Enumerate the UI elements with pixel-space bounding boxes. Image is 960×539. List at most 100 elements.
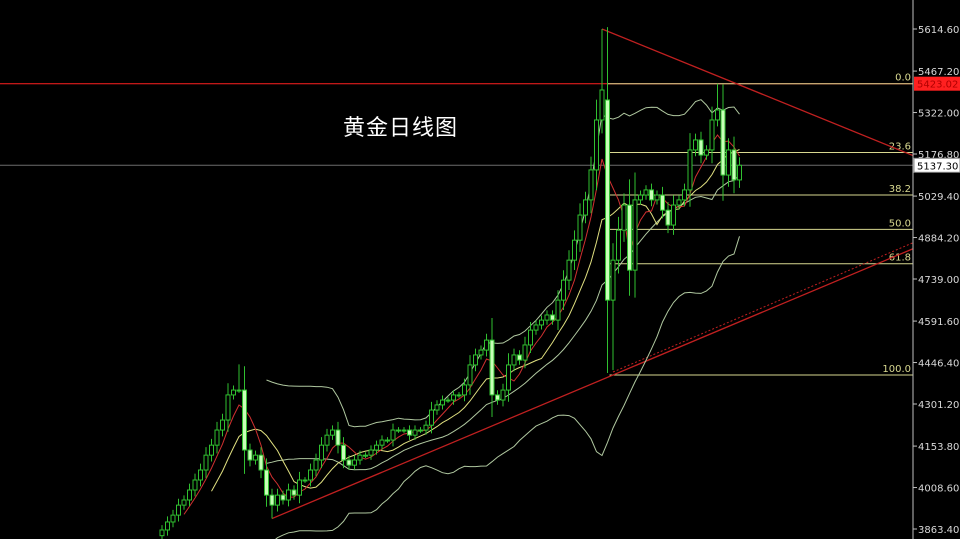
candle	[286, 483, 291, 507]
candle-body	[500, 389, 506, 401]
candle	[467, 355, 473, 395]
candle-body	[407, 429, 412, 436]
candle-body	[616, 229, 621, 261]
candle-body	[434, 404, 440, 411]
candle-body	[275, 494, 280, 506]
candle	[319, 437, 324, 469]
candle	[726, 138, 731, 187]
candle	[511, 348, 517, 372]
candle	[500, 383, 506, 407]
candle-body	[264, 469, 269, 496]
candle	[423, 420, 429, 435]
candle	[187, 483, 192, 507]
candle-body	[539, 319, 544, 326]
candle	[577, 203, 583, 252]
candle-body	[555, 299, 561, 321]
candle	[280, 490, 286, 505]
candle	[308, 463, 313, 487]
candle-body	[632, 199, 638, 271]
candle-body	[506, 364, 511, 391]
fib-level-label: 50.0	[889, 218, 911, 229]
candle	[687, 133, 693, 207]
candle	[418, 427, 423, 433]
candle-body	[335, 429, 341, 446]
candle-body	[698, 139, 704, 156]
candle	[665, 202, 671, 234]
candle-body	[621, 204, 627, 231]
candle-body	[467, 364, 473, 386]
fib-level-label: 0.0	[895, 73, 911, 84]
candle-body	[440, 399, 445, 406]
candle-body	[352, 459, 357, 466]
candle	[456, 392, 462, 398]
candle	[368, 445, 374, 460]
candle-body	[302, 479, 308, 482]
price-axis-label: 3863.40	[918, 525, 959, 536]
candle	[275, 488, 280, 512]
candle-body	[511, 354, 517, 366]
candle-body	[489, 339, 495, 396]
candle	[165, 516, 170, 536]
price-axis-label: 4446.40	[918, 359, 959, 370]
candle-body	[610, 259, 616, 301]
candle	[253, 450, 258, 465]
candle-body	[374, 444, 379, 451]
candle-body	[209, 444, 214, 456]
candle	[555, 290, 561, 330]
candle-body	[214, 429, 220, 446]
candle-body	[423, 424, 429, 431]
candle-body	[198, 469, 203, 481]
candle	[715, 83, 720, 127]
candle-body	[643, 189, 649, 196]
candle-body	[247, 449, 253, 461]
candle-body	[550, 314, 555, 321]
price-marker-box	[914, 76, 960, 91]
candle-body	[456, 394, 462, 397]
candle	[401, 427, 407, 433]
candle-body	[385, 439, 390, 442]
candle	[291, 485, 297, 500]
candle-body	[484, 339, 489, 351]
candle-body	[242, 389, 247, 451]
candle	[335, 421, 341, 454]
candle	[572, 230, 577, 271]
candle-body	[225, 394, 231, 421]
candle	[346, 455, 352, 470]
price-axis-label: 5467.20	[918, 67, 959, 78]
candle	[379, 435, 385, 450]
candle	[209, 438, 214, 462]
candle	[610, 243, 616, 371]
candle-body	[528, 329, 533, 346]
price-marker-label: 5423.02	[917, 80, 958, 91]
candle-body	[176, 504, 181, 516]
candle-body	[368, 449, 374, 456]
candle-body	[297, 479, 302, 496]
candle-body	[346, 459, 352, 466]
candle	[528, 322, 533, 354]
candle	[324, 428, 330, 452]
candle-body	[159, 529, 165, 537]
ma-fast-line	[183, 134, 740, 515]
candle	[176, 498, 181, 522]
candle-body	[583, 199, 588, 216]
candle-body	[693, 139, 698, 151]
candle-body	[522, 344, 528, 361]
candle	[330, 425, 335, 440]
trendline-resistance	[601, 28, 914, 157]
candle	[357, 450, 363, 465]
price-axis-label: 4739.00	[918, 275, 959, 286]
candle	[429, 401, 434, 434]
candle-body	[330, 429, 335, 436]
candle	[698, 131, 704, 164]
candle	[412, 425, 418, 440]
candle	[473, 348, 478, 372]
candle	[264, 458, 269, 507]
candle	[660, 186, 665, 219]
candle-body	[715, 109, 720, 121]
candle	[533, 320, 539, 335]
candle-body	[495, 394, 500, 401]
candle	[451, 390, 456, 405]
candle	[225, 383, 231, 432]
price-axis-label: 4153.80	[918, 442, 959, 453]
candle	[297, 471, 302, 504]
